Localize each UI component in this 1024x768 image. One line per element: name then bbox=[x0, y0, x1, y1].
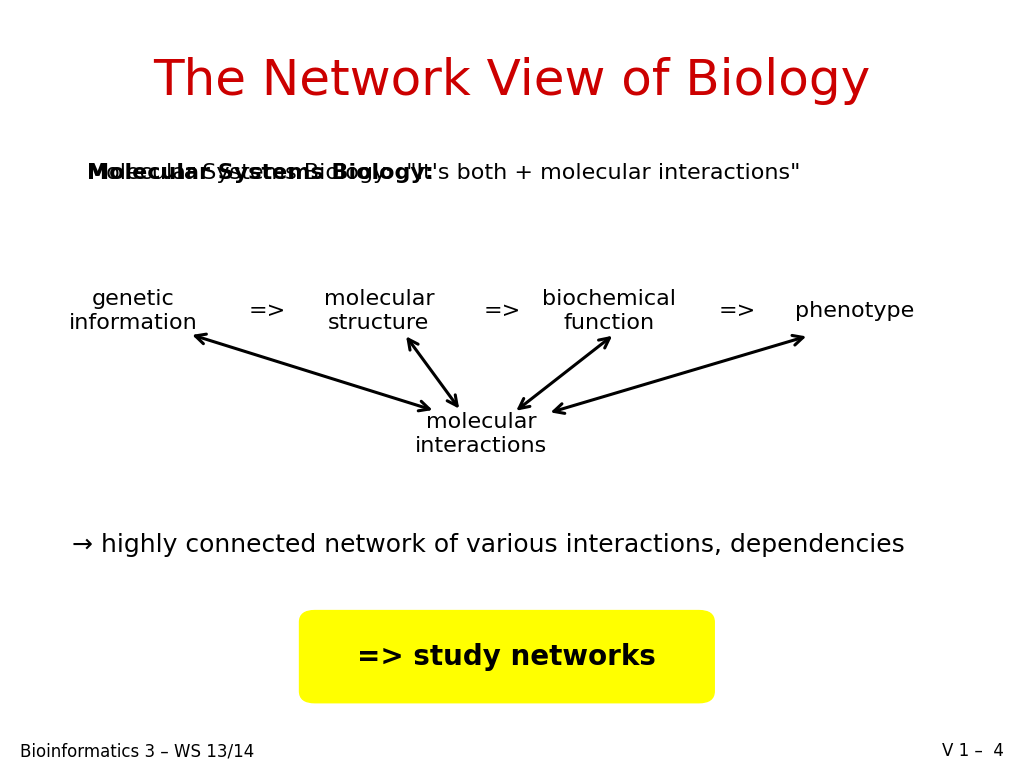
Text: phenotype: phenotype bbox=[796, 301, 914, 321]
Text: =>: => bbox=[719, 301, 756, 321]
Text: molecular
interactions: molecular interactions bbox=[415, 412, 548, 455]
Text: Molecular Systems Biology:: Molecular Systems Biology: bbox=[87, 163, 434, 183]
Text: => study networks: => study networks bbox=[357, 643, 656, 670]
Text: → highly connected network of various interactions, dependencies: → highly connected network of various in… bbox=[72, 533, 904, 558]
Text: The Network View of Biology: The Network View of Biology bbox=[154, 57, 870, 104]
Text: V 1 –  4: V 1 – 4 bbox=[942, 742, 1004, 760]
Text: Bioinformatics 3 – WS 13/14: Bioinformatics 3 – WS 13/14 bbox=[20, 742, 255, 760]
FancyBboxPatch shape bbox=[299, 611, 715, 703]
Text: Molecular Systems Biology:  "It's both + molecular interactions": Molecular Systems Biology: "It's both + … bbox=[87, 163, 801, 183]
Text: molecular
structure: molecular structure bbox=[324, 290, 434, 333]
Text: =>: => bbox=[249, 301, 286, 321]
Text: genetic
information: genetic information bbox=[69, 290, 198, 333]
Text: =>: => bbox=[483, 301, 520, 321]
Text: biochemical
function: biochemical function bbox=[543, 290, 676, 333]
